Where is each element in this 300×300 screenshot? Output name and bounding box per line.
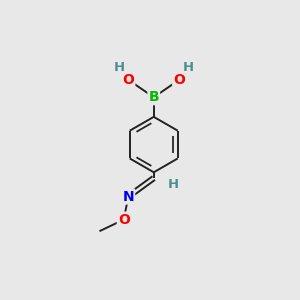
Text: H: H <box>113 61 125 74</box>
Text: H: H <box>168 178 179 191</box>
Text: O: O <box>122 73 134 87</box>
Text: O: O <box>118 213 130 226</box>
Text: B: B <box>148 90 159 104</box>
Text: N: N <box>122 190 134 203</box>
Text: O: O <box>173 73 185 87</box>
Text: H: H <box>183 61 194 74</box>
